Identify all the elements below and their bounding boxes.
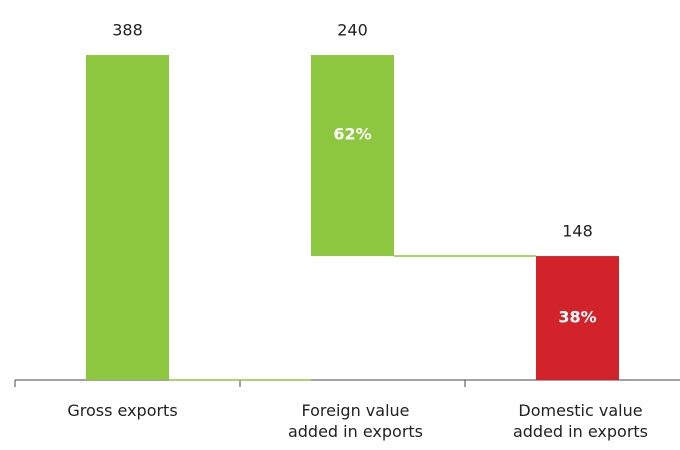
bar bbox=[536, 256, 619, 380]
bar bbox=[311, 55, 394, 257]
bar bbox=[86, 55, 169, 381]
value-label: 388 bbox=[112, 21, 143, 40]
value-label: 240 bbox=[337, 21, 368, 40]
share-label: 38% bbox=[558, 308, 596, 327]
share-label: 62% bbox=[333, 125, 371, 144]
x-tick-label: Gross exports bbox=[67, 401, 178, 420]
value-label: 148 bbox=[562, 222, 593, 241]
x-tick-label: Foreign value added in exports bbox=[287, 401, 424, 441]
x-tick-label: Domestic value added in exports bbox=[512, 401, 649, 441]
